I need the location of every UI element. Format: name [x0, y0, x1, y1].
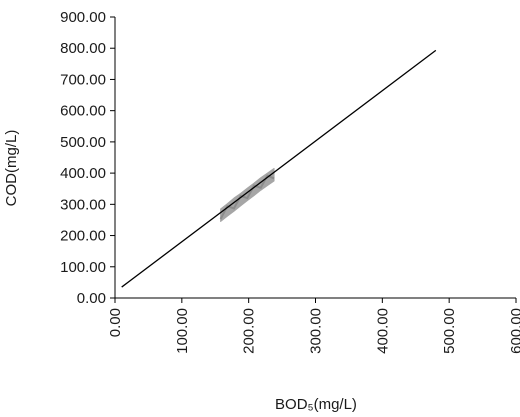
plot-area: [121, 49, 437, 288]
y-tick-label: 300.00: [60, 196, 106, 213]
y-tick-label: 200.00: [60, 228, 106, 245]
y-axis-title: COD(mg/L): [3, 130, 20, 207]
regression-line: [121, 49, 437, 288]
x-tick-label: 400.00: [374, 308, 391, 354]
x-tick-label: 0.00: [107, 308, 124, 337]
y-tick-label: 900.00: [60, 9, 106, 26]
x-axis-ticks: 0.00 100.00 200.00 300.00 400.00 500.00 600.00: [107, 298, 520, 354]
y-tick-label: 500.00: [60, 134, 106, 151]
x-axis: 0.00 100.00 200.00 300.00 400.00 500.00 600.00: [107, 297, 520, 354]
x-tick-label: 600.00: [508, 308, 520, 354]
x-tick-label: 500.00: [441, 308, 458, 354]
x-tick-label: 300.00: [308, 308, 325, 354]
x-tick-label: 200.00: [241, 308, 258, 354]
y-tick-label: 100.00: [60, 259, 106, 276]
y-tick-label: 0.00: [77, 290, 106, 307]
y-tick-label: 700.00: [60, 71, 106, 88]
y-tick-label: 600.00: [60, 103, 106, 120]
y-tick-label: 400.00: [60, 165, 106, 182]
y-axis: 0.00 100.00 200.00 300.00 400.00 500.00 600.00…: [60, 9, 116, 307]
x-tick-label: 100.00: [174, 308, 191, 354]
y-axis-ticks: 0.00 100.00 200.00 300.00 400.00 500.00 600.00…: [60, 9, 115, 307]
y-tick-label: 800.00: [60, 40, 106, 57]
x-axis-title: BOD₅(mg/L): [275, 396, 357, 413]
